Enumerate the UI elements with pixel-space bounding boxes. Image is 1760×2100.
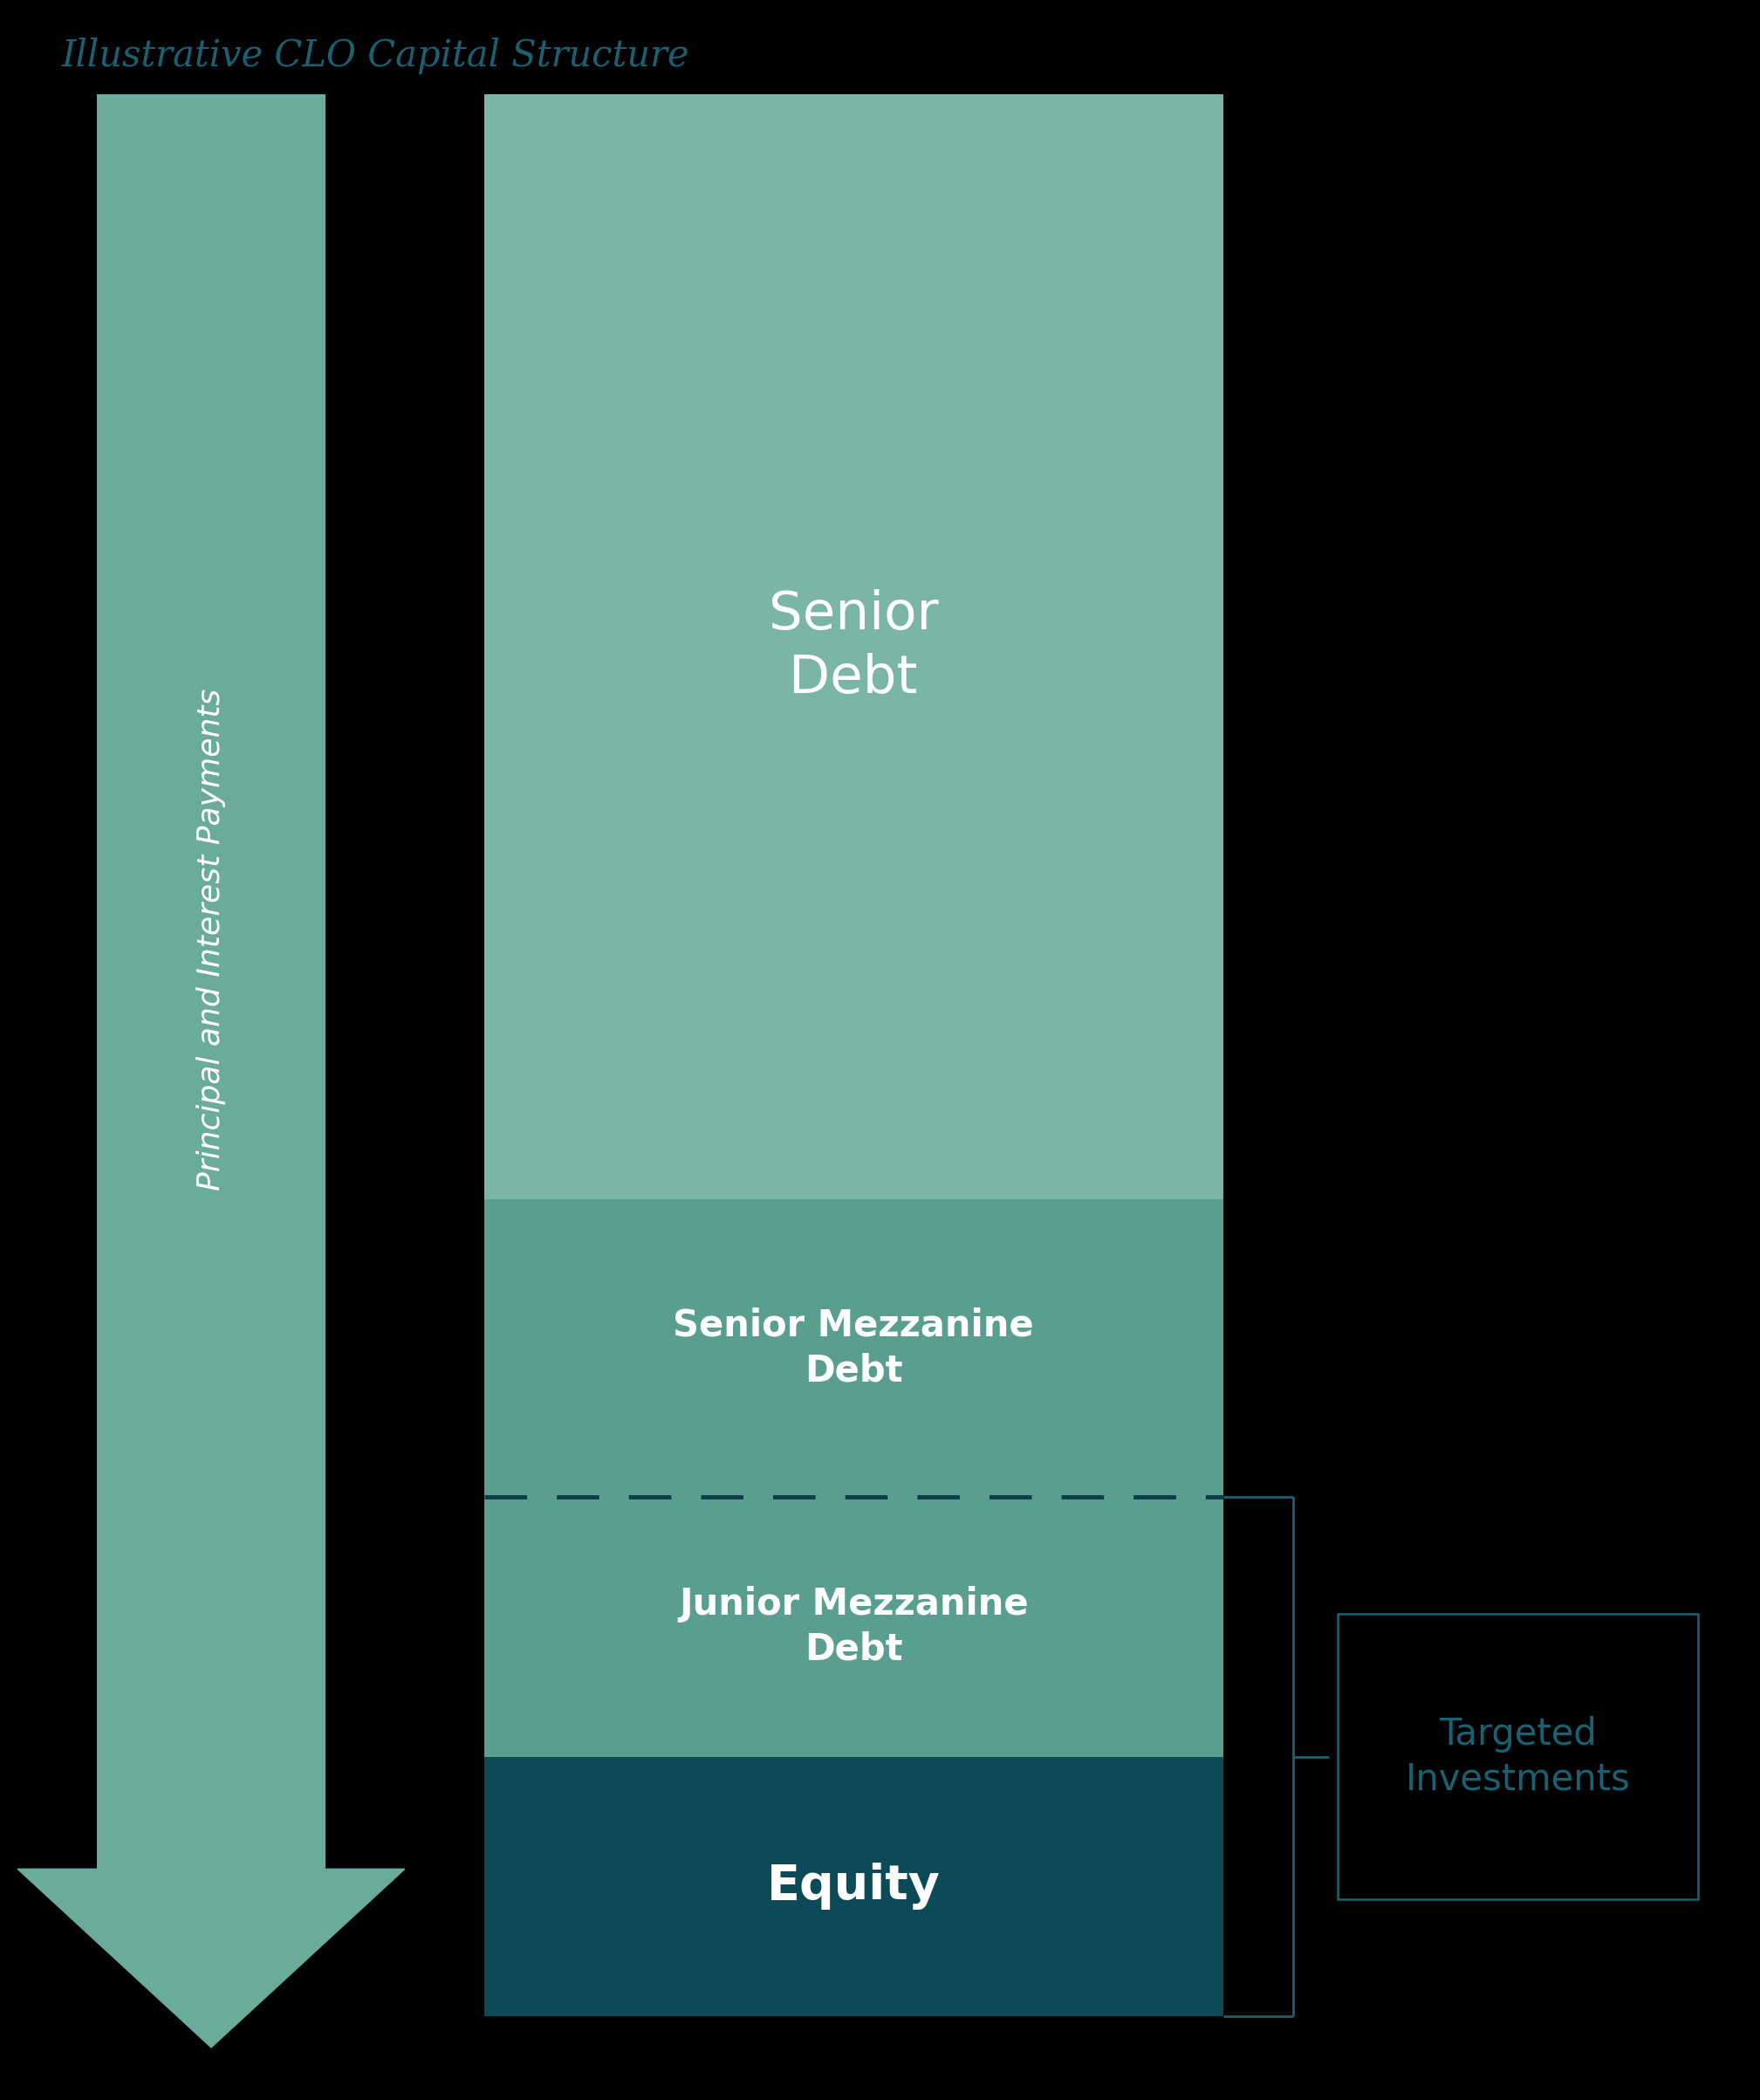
Polygon shape [18, 1869, 405, 2048]
Bar [484, 1199, 1223, 1497]
Text: Junior Mezzanine
Debt: Junior Mezzanine Debt [679, 1586, 1028, 1667]
Text: Principal and Interest Payments: Principal and Interest Payments [197, 689, 225, 1191]
Text: Illustrative CLO Capital Structure: Illustrative CLO Capital Structure [62, 38, 690, 74]
Bar [484, 1756, 1223, 2016]
Text: Senior Mezzanine
Debt: Senior Mezzanine Debt [672, 1308, 1035, 1390]
Text: Equity: Equity [767, 1863, 940, 1909]
Text: Targeted
Investments: Targeted Investments [1406, 1716, 1630, 1798]
Bar [484, 1497, 1223, 1756]
Bar [484, 94, 1223, 1199]
Bar [97, 94, 326, 1869]
Text: Senior
Debt: Senior Debt [769, 590, 938, 704]
Bar [1338, 1613, 1698, 1898]
